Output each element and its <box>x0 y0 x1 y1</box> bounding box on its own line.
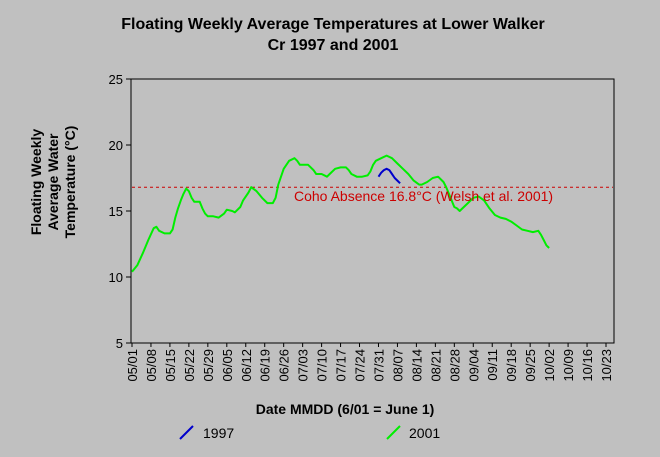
x-tick-label: 05/08 <box>144 349 159 382</box>
x-axis-label: Date MMDD (6/01 = June 1) <box>256 401 435 417</box>
plot-area <box>130 78 615 344</box>
series-layer <box>131 154 550 273</box>
x-tick-label: 08/28 <box>447 349 462 382</box>
x-tick-label: 08/21 <box>428 349 443 382</box>
x-tick-label: 06/26 <box>277 349 292 382</box>
y-axis-label-line2: Average Water <box>45 133 61 231</box>
x-tick-label: 07/31 <box>371 349 386 382</box>
x-tick-label: 09/04 <box>466 349 481 382</box>
series-line-1997 <box>377 167 401 185</box>
x-tick-label: 07/03 <box>296 349 311 382</box>
x-tick-label: 07/17 <box>334 349 349 382</box>
x-tick-label: 06/12 <box>239 349 254 382</box>
chart-title-line2: Cr 1997 and 2001 <box>268 37 399 54</box>
x-tick-label: 10/16 <box>580 349 595 382</box>
y-tick-label: 20 <box>109 138 123 153</box>
legend-label-2001: 2001 <box>409 425 440 441</box>
y-tick-label: 10 <box>109 270 123 285</box>
legend-swatch-2001 <box>386 425 401 440</box>
x-tick-label: 05/01 <box>125 349 140 382</box>
y-axis: 5 10 15 20 25 <box>109 72 131 351</box>
y-axis-label-line3: Temperature (°C) <box>62 126 78 239</box>
x-tick-label: 05/22 <box>182 349 197 382</box>
threshold-label: Coho Absence 16.8°C (Welsh et al. 2001) <box>294 188 553 204</box>
legend-swatch-1997 <box>179 425 194 440</box>
x-tick-label: 06/19 <box>258 349 273 382</box>
y-tick-label: 5 <box>116 336 123 351</box>
y-axis-label-line1: Floating Weekly <box>28 129 44 236</box>
chart-title: Floating Weekly Average Temperatures at … <box>121 16 545 33</box>
x-tick-label: 07/24 <box>353 349 368 382</box>
x-tick-label: 10/09 <box>561 349 576 382</box>
y-tick-label: 15 <box>109 204 123 219</box>
x-tick-label: 08/14 <box>409 349 424 382</box>
x-tick-label: 05/29 <box>201 349 216 382</box>
x-tick-label: 07/10 <box>315 349 330 382</box>
x-axis: 05/01 05/08 05/15 05/22 05/29 06/05 06/12 06/19… <box>125 343 614 382</box>
x-tick-label: 10/02 <box>542 349 557 382</box>
x-tick-label: 09/25 <box>523 349 538 382</box>
series-line-2001 <box>131 154 550 273</box>
legend-label-1997: 1997 <box>203 425 234 441</box>
legend: 1997 2001 <box>179 425 440 441</box>
x-tick-label: 08/07 <box>390 349 405 382</box>
x-tick-label: 09/11 <box>485 349 500 381</box>
x-tick-label: 09/18 <box>504 349 519 382</box>
y-tick-label: 25 <box>109 72 123 87</box>
x-tick-label: 06/05 <box>220 349 235 382</box>
x-tick-label: 05/15 <box>163 349 178 382</box>
x-tick-label: 10/23 <box>599 349 614 382</box>
